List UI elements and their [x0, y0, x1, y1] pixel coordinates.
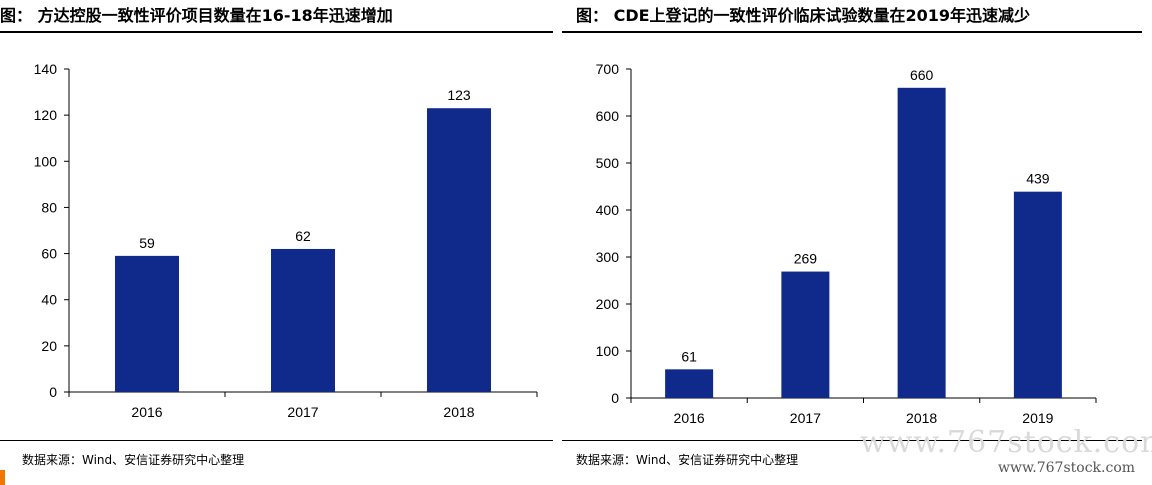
left-data-label-2017: 62 [295, 228, 311, 244]
left-source-note: 数据来源：Wind、安信证券研究中心整理 [22, 453, 245, 467]
left-chart-panel: 图： 方达控股一致性评价项目数量在16-18年迅速增加 0 20 40 60 80 100… [0, 0, 553, 485]
right-data-label-2018: 660 [910, 67, 934, 83]
left-y-tick-label: 20 [41, 338, 57, 354]
right-y-tick-label: 100 [596, 343, 620, 359]
right-data-label-2017: 269 [794, 251, 818, 267]
right-chart-title: 图： CDE上登记的一致性评价临床试验数量在2019年迅速减少 [576, 6, 1031, 25]
left-title-rule [0, 31, 553, 33]
left-data-label-2018: 123 [447, 87, 471, 103]
right-y-tick-label: 300 [596, 249, 620, 265]
right-category-label-2019: 2019 [1022, 410, 1053, 426]
right-y-tick-label: 700 [596, 61, 620, 77]
left-y-tick-label: 40 [41, 292, 57, 308]
left-y-tick-label: 0 [49, 384, 57, 400]
right-y-tick-label: 0 [611, 390, 619, 406]
right-data-label-2019: 439 [1026, 171, 1050, 187]
right-category-label-2017: 2017 [790, 410, 821, 426]
right-category-label-2018: 2018 [906, 410, 937, 426]
corner-accent [0, 470, 5, 485]
left-y-tick-label: 120 [34, 107, 58, 123]
watermark: www.767stock.com [860, 425, 1152, 460]
left-category-label-2017: 2017 [287, 404, 318, 420]
right-source-note: 数据来源：Wind、安信证券研究中心整理 [576, 453, 799, 467]
left-bar-2018 [427, 108, 491, 392]
right-y-tick-label: 500 [596, 155, 620, 171]
right-y-tick-label: 400 [596, 202, 620, 218]
right-y-tick-label: 600 [596, 108, 620, 124]
right-bar-2019 [1013, 191, 1062, 398]
left-y-tick-label: 100 [34, 153, 58, 169]
left-y-tick-label: 80 [41, 199, 57, 215]
right-bar-2018 [897, 87, 946, 399]
left-category-label-2018: 2018 [443, 404, 474, 420]
left-category-label-2016: 2016 [131, 404, 162, 420]
left-bar-chart: 0 20 40 60 80 100 120 140 59 2016 62 2017 123 2018 [34, 61, 538, 420]
right-title-rule [562, 31, 1142, 33]
left-bar-2017 [271, 248, 335, 392]
right-chart-panel: 图： CDE上登记的一致性评价临床试验数量在2019年迅速减少 0 100 200 3… [562, 0, 1152, 485]
right-data-label-2016: 61 [681, 348, 697, 364]
left-data-label-2016: 59 [139, 235, 155, 251]
right-bar-2017 [781, 271, 830, 398]
right-source-rule [562, 440, 1142, 441]
left-bar-2016 [115, 255, 179, 392]
left-source-rule [0, 440, 553, 441]
right-y-tick-label: 200 [596, 296, 620, 312]
watermark-sub: www.767stock.com [998, 460, 1136, 476]
left-y-tick-label: 140 [34, 61, 58, 77]
right-bar-2016 [665, 369, 714, 398]
left-chart-title: 图： 方达控股一致性评价项目数量在16-18年迅速增加 [0, 6, 393, 25]
right-bar-chart: 0 100 200 300 400 500 600 700 61 2016 269 2017 660 20… [596, 61, 1097, 426]
left-y-tick-label: 60 [41, 246, 57, 262]
right-category-label-2016: 2016 [674, 410, 705, 426]
